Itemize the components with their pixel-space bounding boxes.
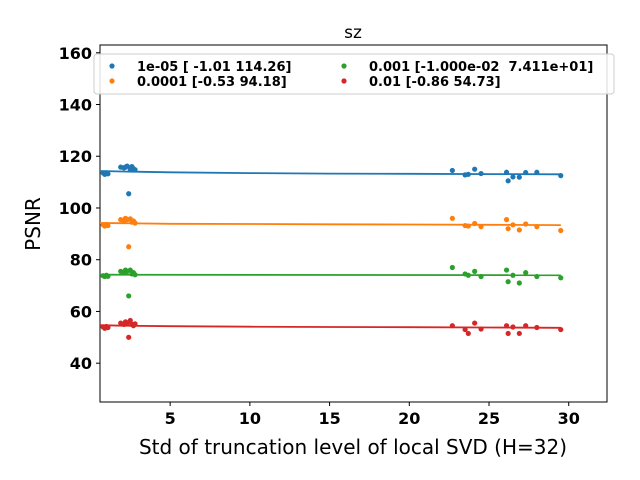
- series-3-point: [132, 321, 138, 327]
- series-1-point: [558, 227, 564, 234]
- x-tick-label: 25: [478, 409, 500, 428]
- series-1-point: [478, 224, 484, 230]
- series-2-point: [505, 279, 511, 285]
- series-2-point: [503, 267, 510, 273]
- series-0-point: [465, 171, 471, 177]
- series-2-point: [523, 270, 529, 276]
- series-1-point: [465, 223, 471, 229]
- y-tick-label: 60: [70, 302, 92, 321]
- x-tick-label: 10: [239, 409, 261, 428]
- series-2-point: [516, 280, 522, 286]
- series-1-point: [510, 222, 516, 228]
- series-0-point: [449, 167, 455, 174]
- series-3-point: [105, 324, 111, 331]
- y-tick-label: 80: [70, 251, 92, 270]
- series-0-point: [523, 169, 529, 176]
- x-tick-label: 20: [398, 409, 420, 428]
- legend-marker-3: [341, 78, 347, 84]
- series-2-point: [534, 273, 540, 280]
- series-3-point: [523, 323, 529, 329]
- series-0-point: [534, 169, 540, 175]
- y-axis-ticks: 40 60 80 100 120 140 160: [59, 44, 100, 373]
- legend-marker-1: [109, 78, 115, 84]
- series-1-point: [534, 224, 540, 230]
- series-2-point: [465, 272, 471, 278]
- series-3-point: [478, 326, 484, 332]
- series-1-point: [505, 226, 511, 232]
- legend-marker-2: [341, 63, 347, 69]
- series-0-point: [505, 178, 511, 184]
- series-0-point: [510, 174, 516, 180]
- legend: 1e-05 [ -1.01 114.26]0.0001 [-0.53 94.18…: [93, 53, 615, 95]
- series-1-point: [449, 215, 455, 221]
- legend-marker-0: [109, 63, 115, 69]
- x-axis-ticks: 5 10 15 20 25 30: [165, 402, 580, 428]
- legend-label-3: 0.01 [-0.86 54.73]: [369, 75, 501, 90]
- series-0-point: [126, 191, 132, 197]
- series-0-point: [503, 169, 510, 175]
- y-axis-label: PSNR: [21, 197, 45, 251]
- series-3-point: [465, 330, 471, 337]
- x-tick-label: 30: [558, 409, 580, 428]
- y-tick-label: 100: [59, 199, 92, 218]
- y-tick-label: 120: [59, 147, 92, 166]
- series-3-point: [503, 323, 510, 329]
- series-1-point: [105, 222, 111, 229]
- chart-title: sz: [344, 23, 362, 43]
- series-2-point: [558, 275, 564, 281]
- series-3-point: [472, 320, 478, 326]
- series-2-point: [132, 272, 138, 278]
- series-0-point: [472, 166, 478, 172]
- y-tick-label: 160: [59, 44, 92, 63]
- x-tick-label: 5: [165, 409, 176, 428]
- series-1-point: [132, 220, 138, 226]
- series-3-point: [534, 324, 540, 331]
- x-axis-label: Std of truncation level of local SVD (H=…: [139, 435, 567, 459]
- series-1-point: [126, 244, 132, 250]
- series-0-point: [105, 171, 111, 177]
- series-2-point: [510, 272, 516, 278]
- series-0-point: [558, 173, 564, 179]
- y-tick-label: 140: [59, 96, 92, 115]
- series-0-point: [516, 174, 522, 180]
- series-0-point: [132, 167, 138, 173]
- series-0-point: [478, 170, 484, 177]
- series-1-point: [516, 227, 522, 233]
- legend-label-1: 0.0001 [-0.53 94.18]: [137, 75, 287, 90]
- series-1-point: [523, 221, 529, 227]
- y-tick-label: 40: [70, 354, 92, 373]
- series-2-point: [105, 273, 111, 279]
- series-3-point: [462, 326, 468, 333]
- series-2-point: [472, 268, 478, 274]
- legend-label-0: 1e-05 [ -1.01 114.26]: [137, 60, 291, 75]
- series-3-point: [449, 323, 455, 329]
- x-tick-label: 15: [318, 409, 340, 428]
- series-3-point: [126, 334, 132, 340]
- series-3-point: [558, 326, 564, 333]
- series-2-point: [126, 293, 132, 299]
- legend-box: [93, 53, 615, 95]
- series-1-point: [472, 220, 478, 227]
- series-0-point: [124, 163, 130, 169]
- series-1-point: [503, 217, 510, 223]
- series-3-point: [510, 324, 516, 330]
- series-2-fit-line: [99, 273, 561, 277]
- series-3-point: [505, 330, 511, 337]
- data-marks: [99, 163, 564, 340]
- series-2-point: [478, 273, 484, 280]
- legend-label-2: 0.001 [-1.000e-02 7.411e+01]: [369, 60, 593, 75]
- series-3-point: [516, 330, 522, 337]
- series-2-point: [449, 264, 455, 271]
